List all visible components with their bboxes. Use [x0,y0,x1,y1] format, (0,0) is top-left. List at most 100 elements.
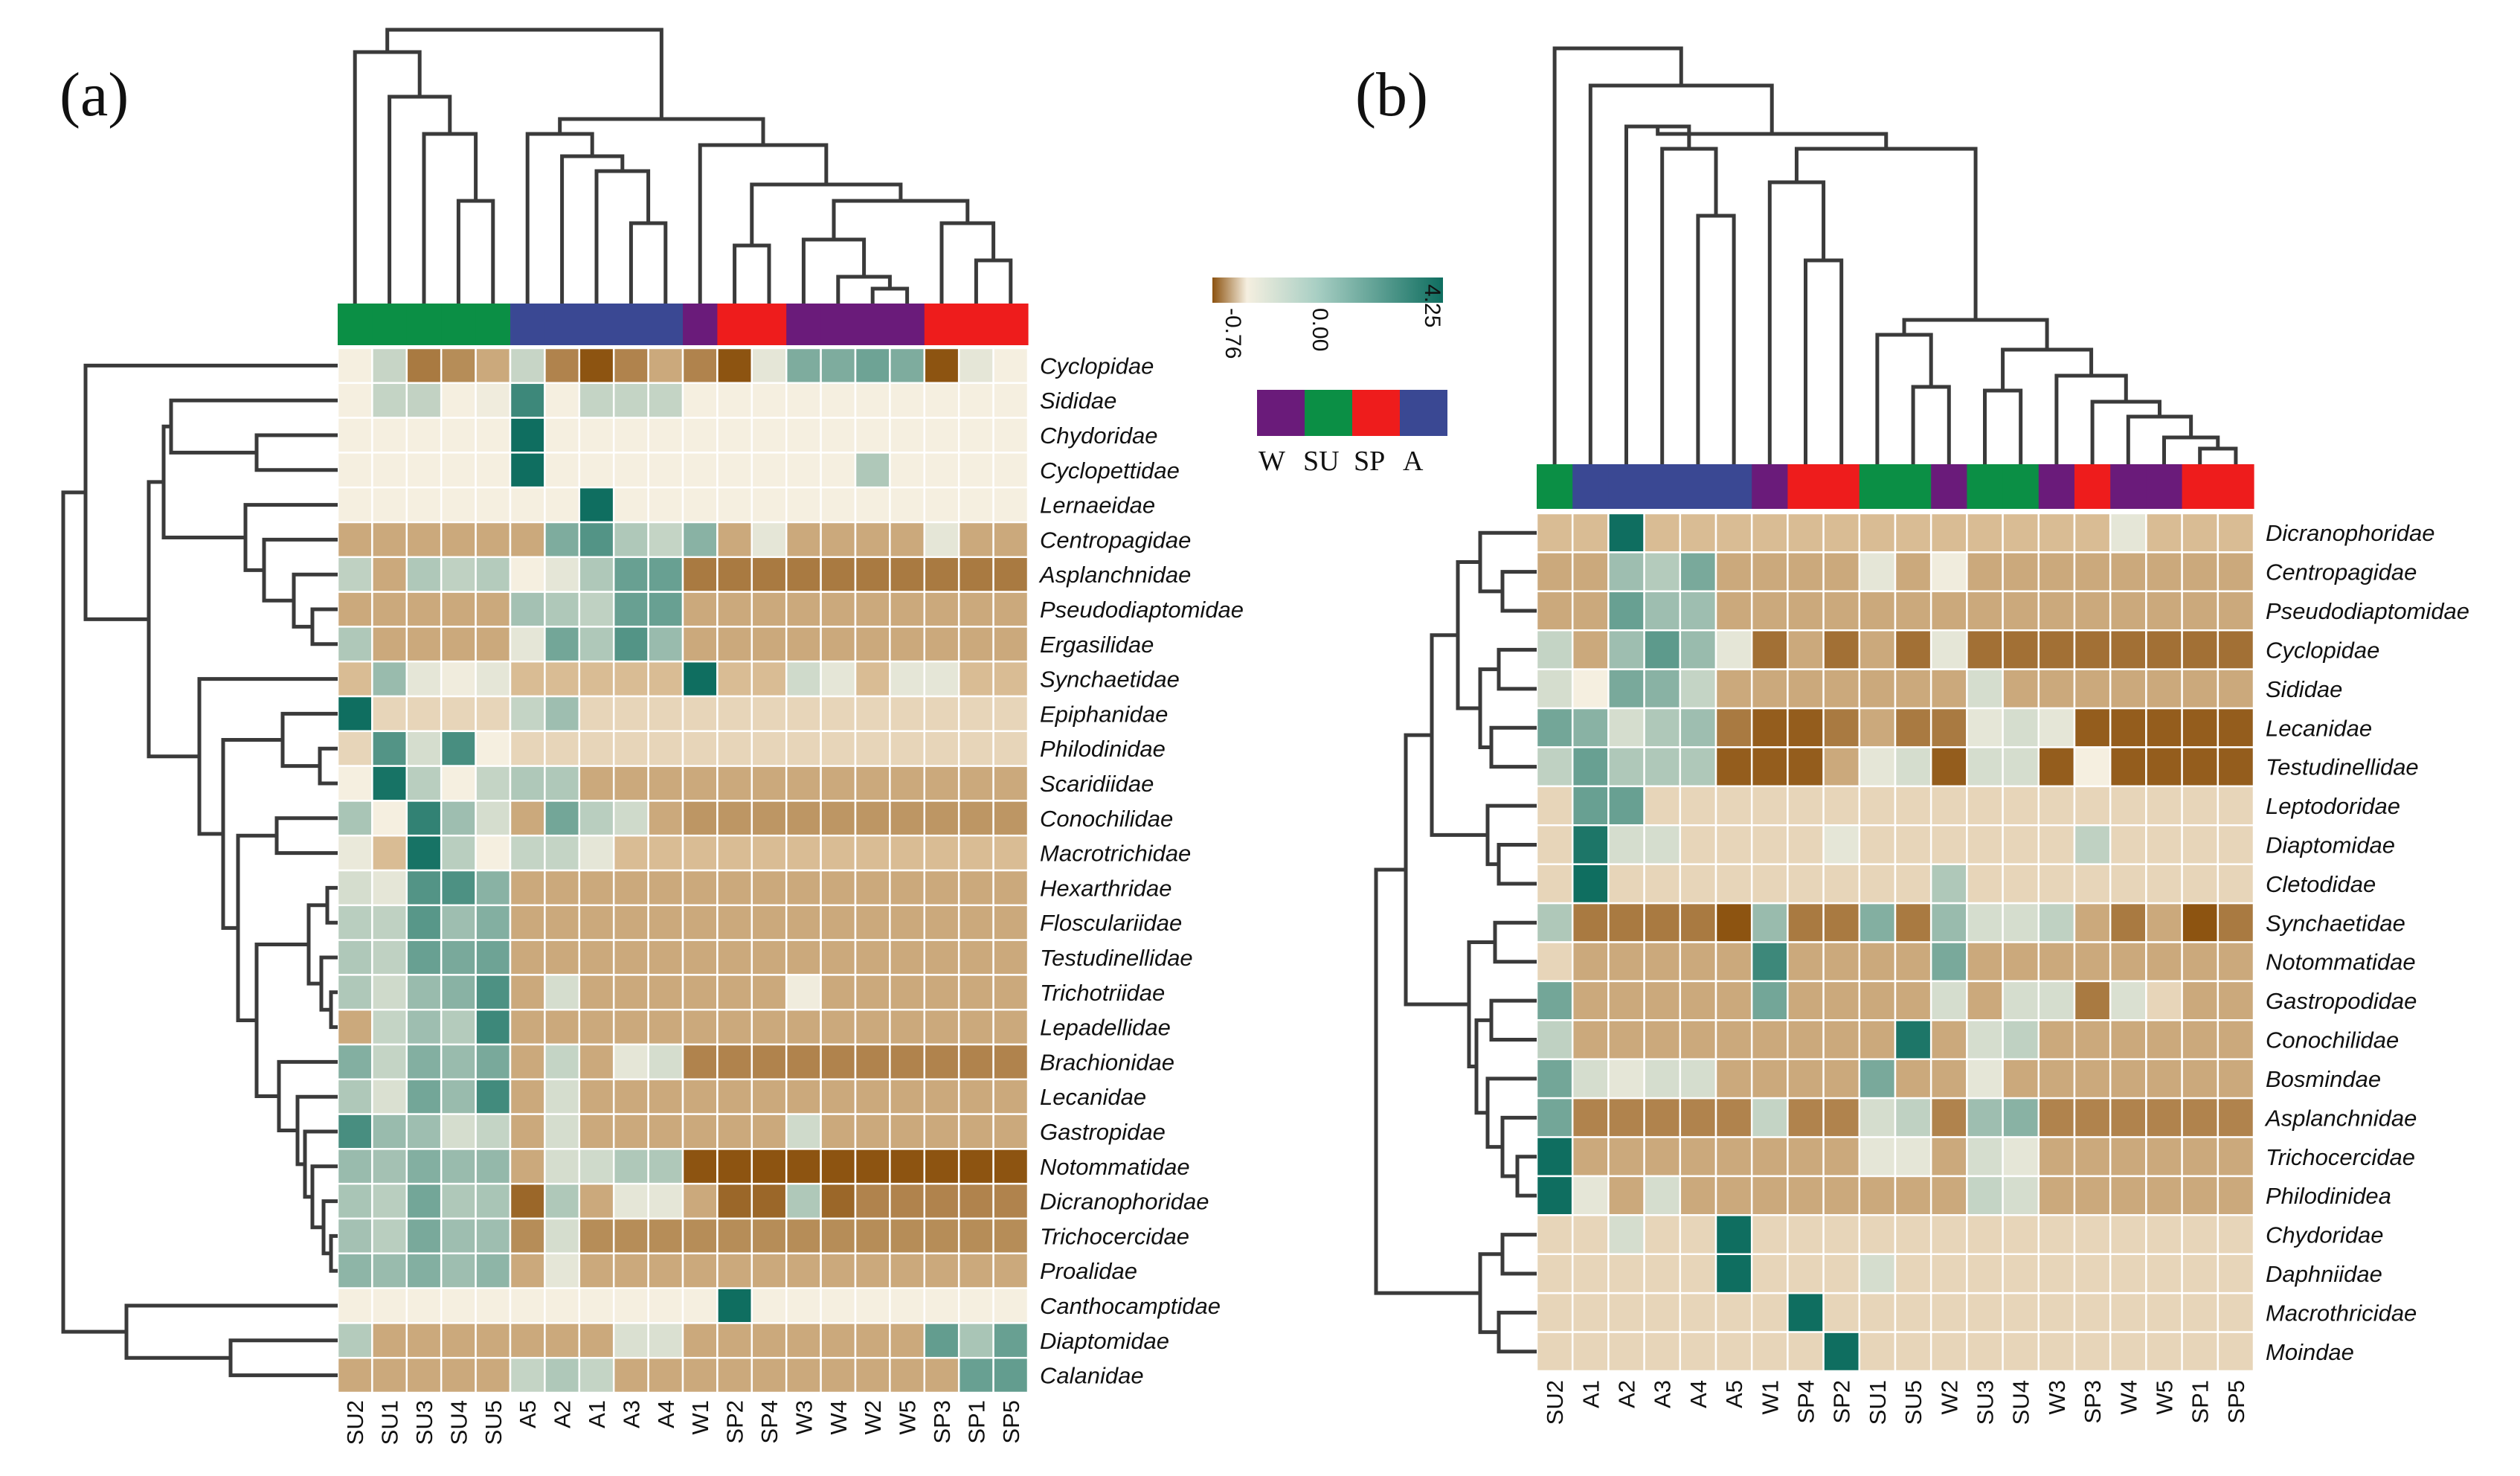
heatmap-cell [785,974,822,1011]
heatmap-cell [336,347,373,385]
column-label: A3 [1650,1380,1676,1408]
heatmap-cell [1929,1253,1968,1294]
heatmap-cell [578,730,615,767]
heatmap-cell [2109,512,2147,554]
heatmap-cell [336,660,373,698]
dendrogram-branch [292,572,338,629]
heatmap-cell [1679,512,1717,554]
heatmap-cell [2217,980,2255,1021]
heatmap-cell [371,382,408,419]
heatmap-cell [2109,1058,2147,1100]
heatmap-cell [475,869,512,907]
heatmap-cell [1858,668,1897,710]
heatmap-cell [2037,512,2076,554]
heatmap-cell [440,417,477,454]
heatmap-cell [716,974,753,1011]
heatmap-cell [509,1043,546,1081]
heatmap-cell [1714,746,1753,788]
legend-swatch-su [1305,390,1352,436]
heatmap-cell [1929,1097,1968,1138]
group-bar-w4 [2110,464,2147,509]
row-label: Macrotrichidae [1040,841,1191,867]
heatmap-cell [992,626,1029,663]
heatmap-cell [509,1113,546,1150]
heatmap-cell [1750,902,1789,943]
heatmap-cell [1929,512,1968,554]
heatmap-cell [544,800,581,837]
heatmap-cell [2073,1253,2112,1294]
heatmap-cell [889,834,926,872]
heatmap-cell [681,556,719,593]
heatmap-cell [2217,1331,2255,1373]
heatmap-cell [405,730,443,767]
heatmap-cell [1679,785,1717,827]
heatmap-cell [785,730,822,767]
heatmap-cell [1535,1175,1574,1216]
heatmap-cell [1571,551,1610,593]
heatmap-cell [1929,1058,1968,1100]
group-bar-a5 [510,304,545,345]
heatmap-cell [1535,1214,1574,1256]
heatmap-cell [957,521,994,559]
heatmap-cell [1679,980,1717,1021]
heatmap-cell [578,417,615,454]
heatmap-cell [2073,707,2112,748]
heatmap-cell [2217,1175,2255,1216]
heatmap-cell [509,1148,546,1185]
row-label: Trichotriidae [1040,980,1165,1006]
heatmap-cell [785,521,822,559]
heatmap-cell [1894,668,1932,710]
heatmap-cell [371,800,408,837]
heatmap-cell [2002,1214,2040,1256]
heatmap-cell [509,521,546,559]
heatmap-cell [820,452,857,489]
heatmap-cell [1966,512,2004,554]
heatmap-cell [1571,1292,1610,1333]
heatmap-cell [1894,512,1932,554]
heatmap-cell [371,1217,408,1255]
row-label: Pseudodiaptomidae [1040,597,1244,623]
heatmap-cell [1571,1097,1610,1138]
heatmap-cell [923,1078,960,1115]
column-label: SP4 [1793,1380,1819,1424]
heatmap-cell [405,660,443,698]
heatmap-cell [1894,1292,1932,1333]
heatmap-cell [1822,590,1861,632]
group-bar-w2 [1931,464,1967,509]
heatmap-cell [1822,512,1861,554]
row-label: Ergasilidae [1040,632,1154,658]
heatmap-cell [1679,824,1717,865]
heatmap-cell [509,904,546,941]
heatmap-cell [923,1113,960,1150]
heatmap-cell [1822,1253,1861,1294]
heatmap-cell [992,800,1029,837]
heatmap-cell [544,1078,581,1115]
heatmap-cell [405,1148,443,1185]
heatmap-cell [1607,980,1645,1021]
heatmap-cell [544,486,581,524]
heatmap-cell [1643,1292,1682,1333]
heatmap-cell [1858,1097,1897,1138]
row-label: Chydoridae [2266,1222,2384,1248]
heatmap-cell [2145,551,2183,593]
heatmap-cell [992,1043,1029,1081]
heatmap-cell [1750,629,1789,670]
heatmap-cell [371,869,408,907]
group-bar-a2 [544,304,580,345]
panel-a-label: (a) [60,60,129,129]
heatmap-cell [578,939,615,976]
heatmap-cell [440,765,477,802]
heatmap-cell [336,904,373,941]
heatmap-cell [2109,824,2147,865]
dendrogram-branch [750,182,903,246]
heatmap-cell [405,1043,443,1081]
heatmap-cell [336,417,373,454]
heatmap-cell [1679,1292,1717,1333]
heatmap-cell [889,347,926,385]
heatmap-cell [1822,941,1861,983]
heatmap-cell [785,417,822,454]
row-label: Diaptomidae [1040,1328,1169,1354]
group-bar-su5 [475,304,511,345]
heatmap-cell [957,974,994,1011]
heatmap-cell [1607,590,1645,632]
